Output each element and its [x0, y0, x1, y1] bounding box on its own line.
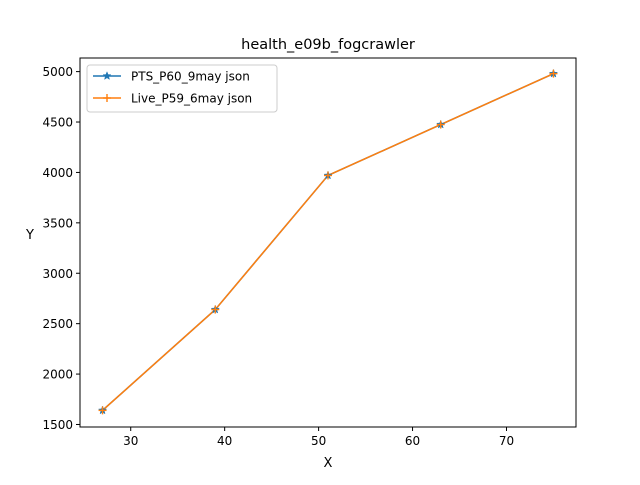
- legend-marker-2: [103, 94, 111, 102]
- x-tick-label: 50: [311, 434, 326, 448]
- series-line-2: [102, 72, 554, 411]
- x-tick-label: 40: [217, 434, 232, 448]
- plot-frame: [79, 57, 577, 428]
- legend: PTS_P60_9may json Live_P59_6may json: [86, 64, 278, 113]
- x-axis-label: X: [324, 456, 333, 471]
- y-tick-label: 5000: [42, 65, 73, 79]
- series-2-point: [98, 406, 107, 415]
- legend-box: [86, 64, 278, 113]
- legend-marker-1: [102, 71, 112, 80]
- y-axis-label: Y: [25, 228, 34, 243]
- x-tick-label: 60: [405, 434, 420, 448]
- series-2-point: [549, 69, 558, 78]
- y-tick-label: 2500: [42, 317, 73, 331]
- series-2-point: [211, 305, 220, 314]
- legend-label-1: PTS_P60_9may json: [131, 70, 250, 84]
- series-line-1: [102, 72, 554, 411]
- y-axis: 1500 2000 2500 3000 3500 4000 4500 5000: [42, 65, 80, 432]
- y-tick-label: 4000: [42, 166, 73, 180]
- y-tick-label: 1500: [42, 418, 73, 432]
- plot-area: [97, 68, 559, 415]
- y-tick-label: 2000: [42, 368, 73, 382]
- x-tick-label: 30: [123, 434, 138, 448]
- series-2-point: [324, 171, 332, 180]
- y-tick-label: 4500: [42, 116, 73, 130]
- chart-title: health_e09b_fogcrawler: [241, 37, 415, 53]
- x-tick-label: 70: [499, 434, 514, 448]
- y-tick-label: 3000: [42, 267, 73, 281]
- legend-label-2: Live_P59_6may json: [131, 92, 252, 106]
- y-tick-label: 3500: [42, 216, 73, 230]
- x-axis: 30 40 50 60 70: [123, 427, 514, 448]
- series-2-point: [436, 120, 445, 129]
